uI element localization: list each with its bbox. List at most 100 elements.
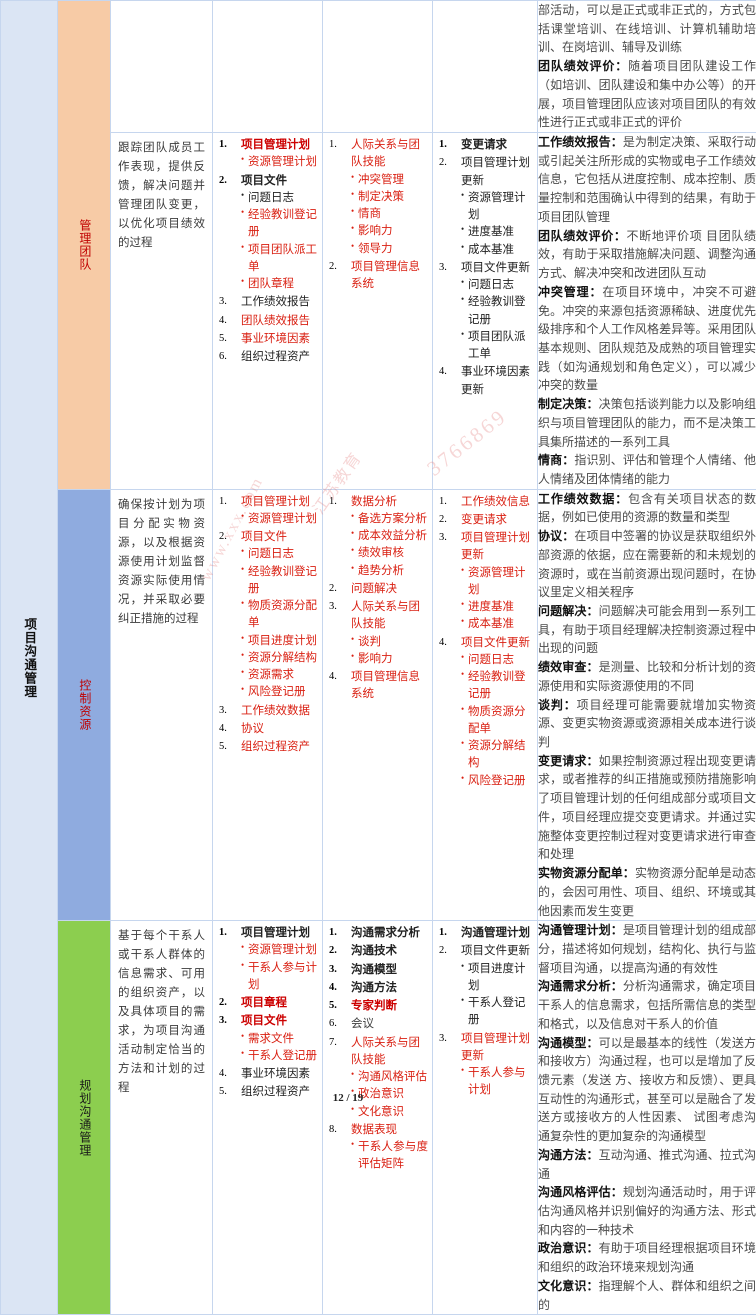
note-term: 沟通模型： <box>538 1036 599 1050</box>
list-item: 沟通技术 <box>325 943 428 960</box>
notes-cell-1: 工作绩效报告：是为制定决策、采取行动或引起关注所形成的实物或电子工作绩效 信息，… <box>538 133 756 490</box>
list-item-label: 项目管理信息系统 <box>351 671 420 700</box>
list-item: 沟通管理计划 <box>435 925 533 942</box>
sub-list-item: 成本基准 <box>461 242 533 259</box>
list-item: 沟通模型 <box>325 962 428 979</box>
note-paragraph: 政治意识：有助于项目经理根据项目环境和组织的政治环境来规划沟通 <box>538 1239 756 1276</box>
sub-list-item: 经验教训登记册 <box>241 564 318 599</box>
sub-list-item: 领导力 <box>351 241 428 258</box>
list-item: 组织过程资产 <box>215 739 318 756</box>
sub-list-item: 绩效审核 <box>351 545 428 562</box>
outputs-list: 沟通管理计划项目文件更新项目进度计划干系人登记册项目管理计划更新干系人参与计划 <box>433 921 537 1105</box>
list-item: 数据表现干系人参与度评估矩阵 <box>325 1122 428 1174</box>
tools-list: 人际关系与团队技能冲突管理制定决策情商影响力领导力项目管理信息系统 <box>323 133 432 298</box>
list-item-label: 人际关系与团队技能 <box>351 1037 420 1066</box>
note-paragraph: 谈判：项目经理可能需要就增加实物资源、变更实物资源或资源相关成本进行谈判 <box>538 696 756 752</box>
outputs-cell-empty <box>433 1 538 133</box>
sub-list-item: 问题日志 <box>241 190 318 207</box>
note-term: 情商： <box>538 453 574 467</box>
sub-list: 冲突管理制定决策情商影响力领导力 <box>351 172 428 258</box>
list-item-label: 项目文件更新 <box>461 262 530 274</box>
list-item-label: 数据分析 <box>351 496 397 508</box>
note-term: 工作绩效数据： <box>538 492 628 506</box>
definition-text: 基于每个干系人或干系人群体的信息需求、可用的组织资产，以及具体项目的需求，为项目… <box>118 927 205 1098</box>
inputs-list: 项目管理计划资源管理计划项目文件问题日志经验教训登记册项目团队派工单团队章程工作… <box>213 133 322 371</box>
list-item-label: 组织过程资产 <box>241 351 310 363</box>
list-item-label: 项目管理计划 <box>241 927 310 939</box>
list-item: 工作绩效信息 <box>435 494 533 511</box>
note-term: 沟通管理计划： <box>538 923 623 937</box>
note-term: 冲突管理： <box>538 285 602 299</box>
list-item: 变更请求 <box>435 137 533 154</box>
list-item-label: 项目文件 <box>241 531 287 543</box>
sub-list-item: 影响力 <box>351 223 428 240</box>
list-item-label: 沟通方法 <box>351 982 397 994</box>
list-item-label: 工作绩效报告 <box>241 296 310 308</box>
note-term: 变更请求： <box>538 754 599 768</box>
sub-list-item: 问题日志 <box>241 546 318 563</box>
sub-list-item: 风险登记册 <box>241 684 318 701</box>
list-item: 协议 <box>215 721 318 738</box>
list-item-label: 项目章程 <box>241 997 287 1009</box>
definition-box: 基于每个干系人或干系人群体的信息需求、可用的组织资产，以及具体项目的需求，为项目… <box>111 921 212 1104</box>
sub-list-item: 风险登记册 <box>461 773 533 790</box>
note-paragraph: 实物资源分配单：实物资源分配单是动态的，会因可用性、项目、组织、环境或其他因素而… <box>538 864 756 920</box>
sub-list-item: 冲突管理 <box>351 172 428 189</box>
note-paragraph: 工作绩效报告：是为制定决策、采取行动或引起关注所形成的实物或电子工作绩效 信息，… <box>538 133 756 227</box>
note-paragraph: 工作绩效数据：包含有关项目状态的数据，例如已使用的资源的数量和类型 <box>538 490 756 527</box>
list-item-label: 人际关系与团队技能 <box>351 139 420 168</box>
list-item: 变更请求 <box>435 512 533 529</box>
note-term: 沟通风格评估： <box>538 1185 623 1199</box>
list-item: 项目文件问题日志经验教训登记册物质资源分配单项目进度计划资源分解结构资源需求风险… <box>215 529 318 702</box>
sub-list: 需求文件干系人登记册 <box>241 1031 318 1066</box>
list-item: 项目管理计划资源管理计划干系人参与计划 <box>215 925 318 994</box>
note-paragraph: 沟通需求分析：分析沟通需求，确定项目干系人的信息需求，包括所需信息的类型和格式，… <box>538 977 756 1033</box>
list-item-label: 沟通需求分析 <box>351 927 420 939</box>
list-item-label: 会议 <box>351 1018 374 1030</box>
note-paragraph: 沟通模型：可以是最基本的线性（发送方和接收方）沟通过程，也可以是增加了反馈元素（… <box>538 1034 756 1146</box>
process-label-control-resources: 控制资源 <box>77 679 91 731</box>
note-term: 沟通需求分析： <box>538 979 623 993</box>
notes-cell-2: 工作绩效数据：包含有关项目状态的数据，例如已使用的资源的数量和类型协议：在项目中… <box>538 489 756 921</box>
list-item: 人际关系与团队技能沟通风格评估政治意识文化意识 <box>325 1035 428 1121</box>
sub-list-item: 问题日志 <box>461 652 533 669</box>
note-paragraph: 部活动，可以是正式或非正式的，方式包括课堂培训、在线培训、计算机辅助培训、在岗培… <box>538 1 756 57</box>
sub-list-item: 干系人参与度评估矩阵 <box>351 1139 428 1174</box>
sub-list-item: 资源管理计划 <box>461 190 533 225</box>
note-paragraph: 情商：指识别、评估和管理个人情绪、他人情绪及团体情绪的能力 <box>538 451 756 488</box>
definition-box: 确保按计划为项目分配实物资源，以及根据资源使用计划监督资源实际使用情况，并采取必… <box>111 490 212 635</box>
sub-list-item: 资源需求 <box>241 667 318 684</box>
note-text: 如果控制资源过程出现变更请求，或者推荐的纠正措施或预防措施影响了项目管理计划的任… <box>538 754 756 862</box>
list-item-label: 问题解决 <box>351 583 397 595</box>
list-item-label: 工作绩效数据 <box>241 705 310 717</box>
list-item-label: 项目文件 <box>241 175 287 187</box>
sub-list: 问题日志经验教训登记册物质资源分配单项目进度计划资源分解结构资源需求风险登记册 <box>241 546 318 701</box>
list-item: 沟通方法 <box>325 980 428 997</box>
list-item: 事业环境因素 <box>215 331 318 348</box>
sub-list: 干系人参与度评估矩阵 <box>351 1139 428 1174</box>
process-cell-control-resources: 控制资源 <box>58 489 111 921</box>
sub-list-item: 资源管理计划 <box>461 565 533 600</box>
list-item-label: 事业环境因素 <box>241 333 310 345</box>
sub-list-item: 进度基准 <box>461 224 533 241</box>
process-label-manage-team: 管理团队 <box>77 219 91 271</box>
definition-cell-control-resources: 确保按计划为项目分配实物资源，以及根据资源使用计划监督资源实际使用情况，并采取必… <box>111 489 213 921</box>
page-number: 12 / 19 <box>0 1092 756 1104</box>
tools-list: 沟通需求分析沟通技术沟通模型沟通方法专家判断会议人际关系与团队技能沟通风格评估政… <box>323 921 432 1179</box>
process-cell-manage-team: 管理团队 <box>58 1 111 490</box>
list-item: 项目章程 <box>215 995 318 1012</box>
list-item-label: 项目管理信息系统 <box>351 261 420 290</box>
list-item: 人际关系与团队技能冲突管理制定决策情商影响力领导力 <box>325 137 428 258</box>
sub-list-item: 项目团队派工单 <box>241 242 318 277</box>
list-item-label: 团队绩效报告 <box>241 315 310 327</box>
definition-box: 跟踪团队成员工作表现，提供反馈，解决问题并管理团队变更，以优化项目绩效的过程 <box>111 133 212 259</box>
list-item-label: 项目管理计划更新 <box>461 532 530 561</box>
definition-text: 确保按计划为项目分配实物资源，以及根据资源使用计划监督资源实际使用情况，并采取必… <box>118 496 205 629</box>
sub-list-item: 项目团队派工单 <box>461 329 533 364</box>
inputs-cell-empty <box>213 1 323 133</box>
list-item: 组织过程资产 <box>215 349 318 366</box>
group-label-text: 项目沟通管理 <box>22 617 36 698</box>
list-item-label: 组织过程资产 <box>241 741 310 753</box>
list-item: 项目管理计划更新干系人参与计划 <box>435 1031 533 1100</box>
list-item: 项目文件问题日志经验教训登记册项目团队派工单团队章程 <box>215 173 318 294</box>
